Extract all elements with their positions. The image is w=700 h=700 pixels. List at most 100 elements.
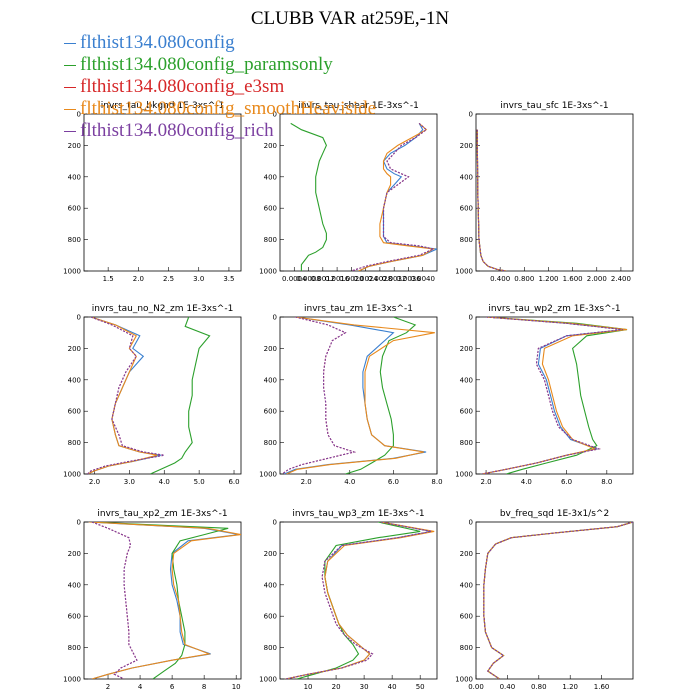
legend-item: flthist134.080config <box>64 32 376 54</box>
x-tick-label: 1.60 <box>594 683 610 691</box>
series-line-4 <box>358 122 436 271</box>
plot-frame <box>83 316 242 475</box>
y-tick-label: 1000 <box>455 676 473 684</box>
x-tick-label: 6.0 <box>228 478 239 486</box>
x-tick-label: 4 <box>138 683 143 691</box>
x-tick-label: 40 <box>388 683 397 691</box>
series-line-4 <box>286 317 435 474</box>
y-tick-label: 200 <box>264 550 277 558</box>
y-tick-label: 200 <box>68 142 81 150</box>
series-line-5 <box>91 522 138 679</box>
panel-title: invrs_tau_xp2_zm 1E-3xs^-1 <box>97 509 227 519</box>
y-tick-label: 1000 <box>259 471 277 479</box>
x-tick-label: 0.0008 <box>296 275 321 283</box>
series-line-5 <box>476 129 507 271</box>
panel-5: invrs_tau_zm 1E-3xs^-1 0 200 400 600 800 1000 2… <box>259 304 442 486</box>
x-tick-label: 8.0 <box>601 478 612 486</box>
x-tick-label: 2.0 <box>301 478 312 486</box>
y-tick-label: 400 <box>460 173 473 181</box>
x-tick-label: 10 <box>232 683 241 691</box>
y-tick-label: 1000 <box>259 268 277 276</box>
y-tick-label: 800 <box>460 236 473 244</box>
series-line-1 <box>483 522 633 679</box>
panel-8: invrs_tau_wp3_zm 1E-3xs^-1 0 200 400 600 800 1… <box>259 509 438 691</box>
y-tick-label: 800 <box>264 236 277 244</box>
plot-frame <box>279 316 438 475</box>
series-line-1 <box>476 129 507 271</box>
series-line-1 <box>285 522 432 679</box>
x-tick-label: 0.0028 <box>368 275 393 283</box>
series-line-5 <box>87 317 165 474</box>
x-tick-label: 0.0024 <box>353 275 378 283</box>
series-line-4 <box>88 522 241 679</box>
series-line-4 <box>481 317 628 474</box>
y-tick-label: 600 <box>68 408 81 416</box>
y-tick-label: 600 <box>264 613 277 621</box>
y-tick-label: 400 <box>264 581 277 589</box>
series-line-5 <box>483 522 633 679</box>
series-line-1 <box>88 522 240 679</box>
series-line-1 <box>284 317 427 474</box>
x-tick-label: 1.5 <box>103 275 114 283</box>
y-tick-label: 800 <box>68 236 81 244</box>
series-line-3 <box>351 122 436 271</box>
legend-swatch <box>64 131 76 133</box>
x-tick-label: 2.0 <box>480 478 491 486</box>
x-tick-label: 1.200 <box>538 275 558 283</box>
series-line-5 <box>281 317 357 474</box>
y-tick-label: 0 <box>273 314 277 322</box>
x-tick-label: 0.0004 <box>282 275 307 283</box>
series-line-3 <box>281 317 357 474</box>
x-tick-label: 2.0 <box>89 478 100 486</box>
plot-frame <box>83 113 242 272</box>
figure-title: CLUBB VAR at259E,-1N <box>250 8 450 29</box>
y-tick-label: 1000 <box>259 676 277 684</box>
panel-9: bv_freq_sqd 1E-3x1/s^2020040060080010000… <box>455 509 634 691</box>
series-line-2 <box>150 317 211 474</box>
x-tick-label: 2.400 <box>611 275 631 283</box>
panel-title: invrs_tau_zm 1E-3xs^-1 <box>304 304 413 314</box>
series-line-2 <box>476 129 507 271</box>
series-line-3 <box>87 317 165 474</box>
x-tick-label: 10 <box>304 683 313 691</box>
series-line-5 <box>285 522 432 679</box>
series-line-5 <box>481 317 623 474</box>
series-line-2 <box>296 522 421 679</box>
y-tick-label: 600 <box>264 408 277 416</box>
y-tick-label: 200 <box>460 345 473 353</box>
legend-swatch <box>64 109 76 111</box>
y-tick-label: 0 <box>77 314 81 322</box>
legend-swatch <box>64 87 76 89</box>
y-tick-label: 200 <box>264 345 277 353</box>
x-tick-label: 1.600 <box>563 275 583 283</box>
y-tick-label: 200 <box>68 550 81 558</box>
y-tick-label: 600 <box>460 408 473 416</box>
x-tick-label: 30 <box>360 683 369 691</box>
legend: flthist134.080config flthist134.080confi… <box>64 32 376 142</box>
x-tick-label: 0.400 <box>490 275 510 283</box>
panel-title: bv_freq_sqd 1E-3x1/s^2 <box>500 509 609 519</box>
series-line-3 <box>285 522 432 679</box>
y-tick-label: 0 <box>273 519 277 527</box>
y-tick-label: 800 <box>68 439 81 447</box>
panel-3: invrs_tau_sfc 1E-3xs^-1 0 200 400 600 800 1000… <box>455 101 634 283</box>
plot-frame <box>279 521 438 680</box>
x-tick-label: 6 <box>170 683 175 691</box>
series-line-2 <box>486 317 628 474</box>
y-tick-label: 0 <box>469 314 473 322</box>
plot-frame <box>475 113 634 272</box>
x-tick-label: 20 <box>332 683 341 691</box>
y-tick-label: 200 <box>460 142 473 150</box>
x-tick-label: 0.40 <box>500 683 516 691</box>
panel-title: invrs_tau_wp2_zm 1E-3xs^-1 <box>488 304 620 314</box>
y-tick-label: 200 <box>264 142 277 150</box>
x-tick-label: 1.20 <box>562 683 578 691</box>
panel-4: invrs_tau_no_N2_zm 1E-3xs^-1 0 200 400 600 80… <box>63 304 242 486</box>
x-tick-label: 2.000 <box>587 275 607 283</box>
y-tick-label: 1000 <box>63 676 81 684</box>
plot-frame <box>475 316 634 475</box>
x-tick-label: 5.0 <box>194 478 205 486</box>
y-tick-label: 0 <box>77 111 81 119</box>
x-tick-label: 2 <box>106 683 110 691</box>
